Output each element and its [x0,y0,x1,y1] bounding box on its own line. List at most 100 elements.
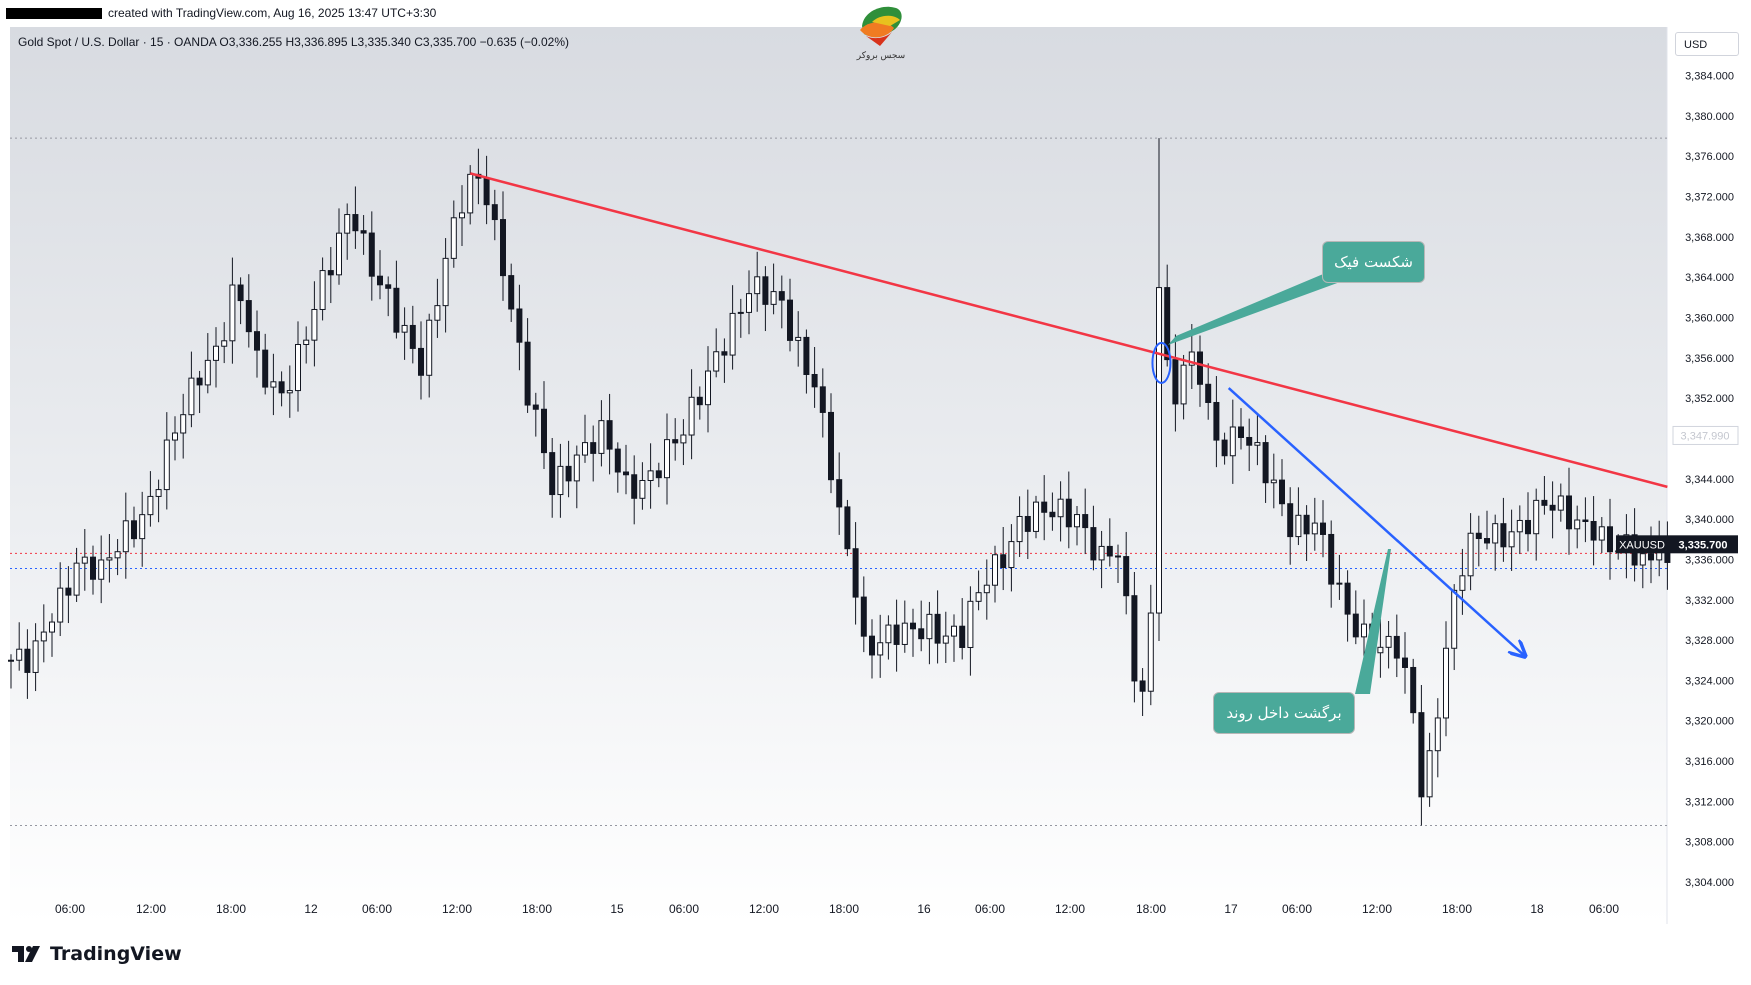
candle-body [729,312,736,356]
candle-body [1598,526,1605,541]
candle-body [24,648,31,673]
candle-body [303,339,310,346]
y-tick-label: 3,376.000 [1685,151,1734,163]
highlight-ellipse[interactable] [1151,341,1172,384]
candle-body [106,557,113,561]
candle-body [664,439,670,479]
candle-body [1484,538,1490,544]
candle-body [1205,383,1212,403]
candle-body [803,336,810,375]
candle-body [852,548,859,598]
x-tick-label: 12:00 [749,902,779,916]
candle-body [221,340,228,347]
candle-body [926,613,933,640]
candle-body [877,642,884,656]
candle-body [1459,575,1466,591]
candle-body [385,284,392,289]
candle-body [1607,526,1613,553]
candle-body [885,624,892,644]
candle-body [65,587,72,596]
plot-background [10,27,1667,924]
candle-body [688,396,695,436]
candle-body [598,420,605,454]
candle-body [770,291,777,305]
candle-body [426,319,433,376]
candle-body [254,331,260,351]
candle-body [1049,511,1056,518]
candle-body [1115,555,1121,558]
candle-body [344,214,351,234]
candle-body [1106,545,1113,557]
candle-body [98,559,105,580]
candle-body [1582,519,1589,522]
candle-body [942,635,949,644]
callout-fake-breakout[interactable]: شکست فیک [1322,241,1425,283]
candle-body [975,592,982,602]
candle-body [1164,287,1171,361]
candle-body [1336,582,1343,585]
y-tick-label: 3,364.000 [1685,272,1734,284]
x-tick-label: 12:00 [136,902,166,916]
candle-body [901,622,908,645]
candle-body [90,556,96,580]
candle-body [327,270,334,276]
candle-body [819,386,826,413]
candle-body [836,479,843,508]
candle-body [409,324,416,349]
candle-body [934,613,941,644]
candle-body [951,625,957,637]
candle-body [1418,712,1425,798]
tradingview-brand[interactable]: TradingView [12,943,182,965]
red-trendline[interactable] [469,172,1668,489]
candle-body [590,442,597,454]
x-tick-label: 06:00 [975,902,1005,916]
candle-body [746,293,752,313]
candle-body [1303,514,1310,535]
candle-body [1402,657,1408,668]
candle-body [983,584,990,594]
candle-body [1639,553,1646,566]
callout-return-into-trend[interactable]: برگشت داخل روند [1213,692,1355,734]
y-tick-label: 3,324.000 [1685,675,1734,687]
blue-trendline-arrow[interactable] [1227,387,1524,655]
candle-body [860,596,867,637]
candle-body [172,432,178,441]
candle-body [81,556,88,564]
candle-body [1434,717,1441,752]
candle-body [1156,287,1162,614]
broker-logo [860,6,902,46]
candle-body [1254,442,1261,446]
candle-body [787,299,793,341]
candle-body [737,311,744,314]
candle-body [319,270,326,310]
candle-body [992,554,998,586]
candle-body [614,448,621,473]
faded-price-label-box [1672,425,1739,445]
candle-body [1385,635,1392,648]
candle-body [1377,646,1384,654]
candle-body [549,452,556,496]
candle-body [196,377,203,386]
candle-body [1279,479,1285,505]
candle-body [262,349,269,388]
tradingview-logo-icon [12,946,40,962]
tradingview-brand-text: TradingView [50,943,182,965]
x-tick-label: 12:00 [442,902,472,916]
y-tick-label: 3,340.000 [1685,514,1734,526]
candle-body [40,631,47,642]
x-tick-label: 18:00 [829,902,859,916]
candle-body [352,214,359,232]
y-tick-label: 3,308.000 [1685,837,1734,849]
candle-body [360,230,367,234]
currency-selector[interactable]: USD [1675,32,1739,56]
candle-body [705,370,711,406]
x-tick-label: 12 [304,902,318,916]
x-tick-label: 18:00 [522,902,552,916]
x-tick-label: 17 [1224,902,1238,916]
candle-body [278,381,285,394]
candle-body [1197,351,1203,385]
candle-body [1139,680,1146,692]
y-tick-label: 3,356.000 [1685,353,1734,365]
candle-body [401,324,408,333]
